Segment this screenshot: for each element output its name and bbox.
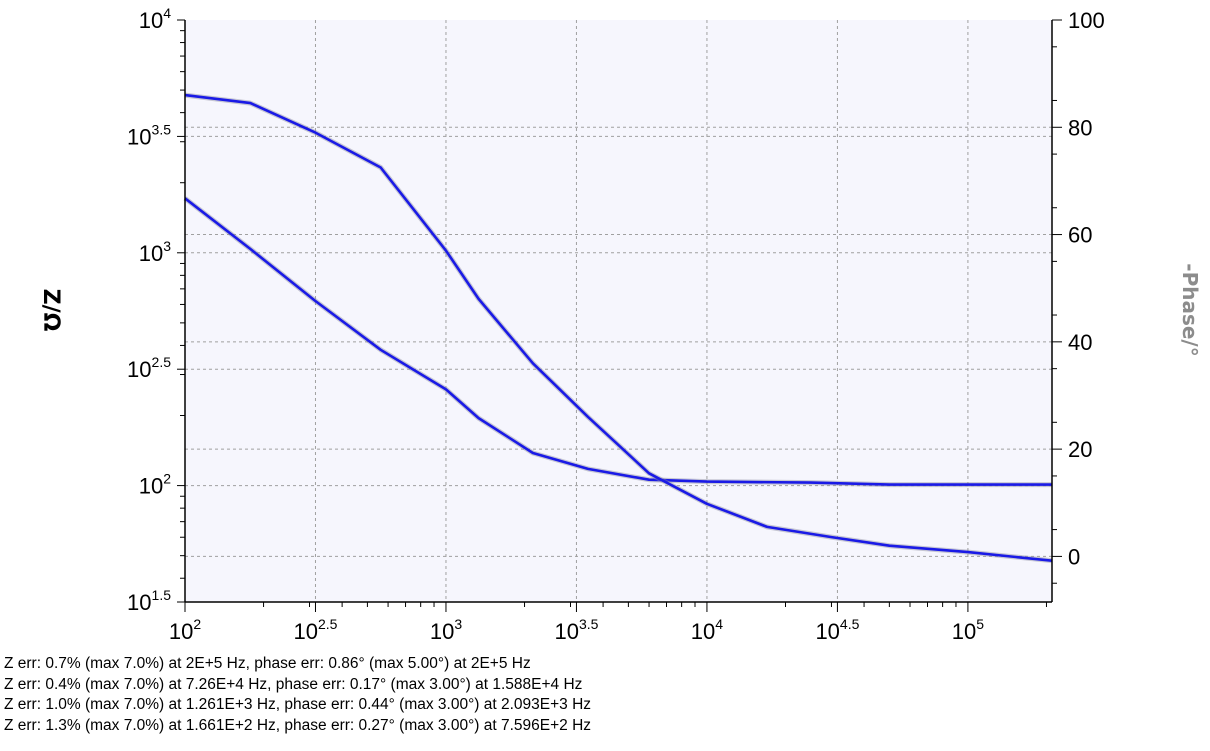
x-tick-label: 103 [430, 616, 462, 644]
x-tick-label: 103.5 [554, 616, 598, 644]
y-right-tick-label: 0 [1068, 544, 1080, 569]
y-left-tick-label: 102.5 [127, 354, 171, 382]
x-tick-label: 104.5 [815, 616, 859, 644]
x-tick-label: 102.5 [293, 616, 337, 644]
y-right-tick-label: 80 [1068, 115, 1092, 140]
fit-error-summary: Z err: 0.7% (max 7.0%) at 2E+5 Hz, phase… [4, 654, 591, 736]
fit-error-line: Z err: 0.7% (max 7.0%) at 2E+5 Hz, phase… [4, 655, 531, 672]
fit-error-line: Z err: 1.0% (max 7.0%) at 1.261E+3 Hz, p… [4, 696, 592, 713]
series-layer [183, 92, 1053, 564]
phase-series-line [184, 93, 1053, 562]
y-left-tick-label: 101.5 [127, 587, 171, 615]
fit-error-line: Z err: 0.4% (max 7.0%) at 7.26E+4 Hz, ph… [4, 675, 583, 693]
y-right-axis-label: -Phase/° [1178, 263, 1202, 356]
axis-ticks [177, 19, 1062, 612]
y-right-tick-label: 60 [1068, 223, 1092, 248]
x-tick-label: 104 [691, 616, 723, 644]
y-right-tick-label: 40 [1068, 330, 1092, 355]
impedance-phase-chart: 102 102.5 103 103.5 104 104.5 105 101.5102102.… [38, 5, 1202, 644]
x-tick-labels: 102 102.5 103 103.5 104 104.5 105 [169, 616, 984, 644]
y-left-tick-label: 104 [139, 5, 171, 33]
y-left-tick-labels: 101.5 102 102.5 103 103.5 104 [127, 5, 171, 615]
x-tick-label: 102 [169, 616, 201, 644]
y-right-tick-label: 100 [1068, 8, 1105, 33]
x-tick-label: 105 [952, 616, 984, 644]
y-left-tick-label: 103.5 [127, 121, 171, 149]
y-right-tick-label: 20 [1068, 437, 1092, 462]
impedance-series-line [184, 197, 1052, 486]
y-left-tick-label: 102 [139, 471, 171, 499]
y-left-axis-label: Z/Ω [38, 289, 63, 332]
y-left-tick-label: 103 [139, 238, 171, 266]
y-right-tick-labels: 0 20 40 60 80 100 [1068, 8, 1105, 569]
grid-lines [185, 20, 1052, 602]
fit-error-line: Z err: 1.3% (max 7.0%) at 1.661E+2 Hz, p… [4, 716, 592, 734]
